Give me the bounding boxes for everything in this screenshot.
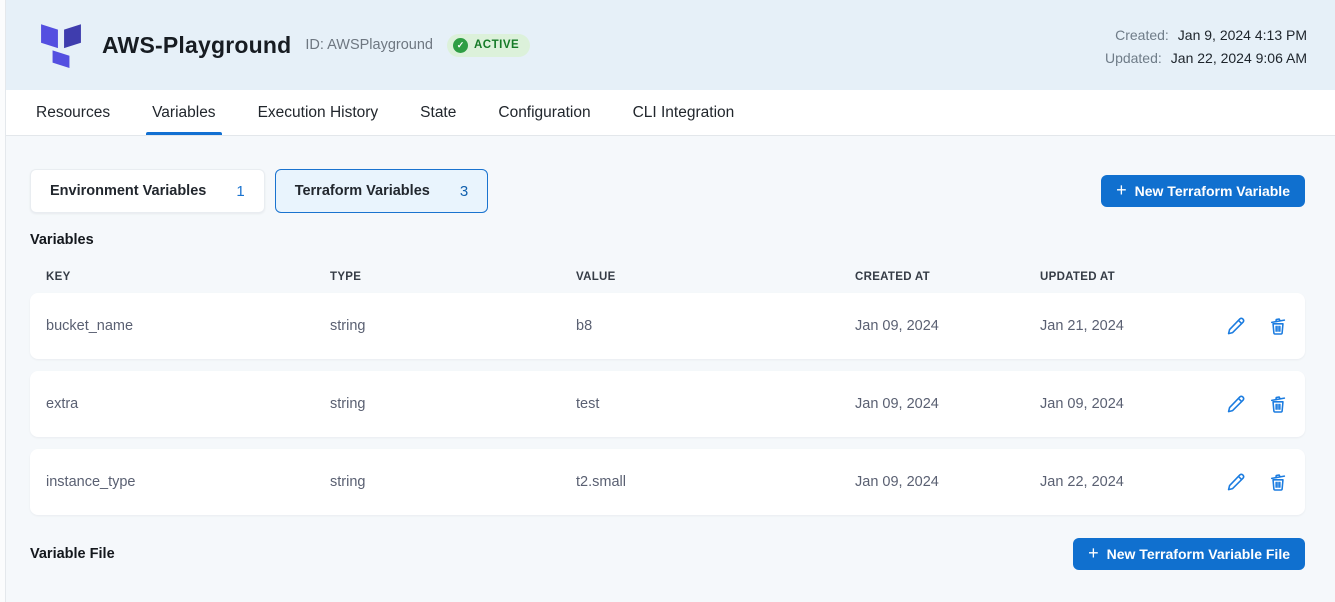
cell-created-at: Jan 09, 2024: [855, 474, 939, 490]
button-label: New Terraform Variable File: [1106, 546, 1290, 562]
trash-icon: [1270, 396, 1286, 413]
plus-icon: +: [1116, 180, 1127, 200]
status-badge: ✓ ACTIVE: [446, 33, 531, 57]
cell-key: extra: [46, 396, 79, 412]
trash-icon: [1270, 318, 1286, 335]
tab-configuration[interactable]: Configuration: [498, 90, 590, 135]
workspace-id: ID: AWSPlayground: [305, 37, 433, 53]
pencil-icon: [1227, 473, 1245, 491]
terraform-logo-icon: [41, 24, 81, 68]
edit-variable-button[interactable]: [1225, 393, 1247, 415]
filter-count-badge: 3: [459, 182, 469, 200]
updated-label: Updated:: [1104, 49, 1162, 66]
button-label: New Terraform Variable: [1134, 183, 1290, 199]
cell-type: string: [330, 474, 366, 490]
cell-key: bucket_name: [46, 318, 134, 334]
edit-variable-button[interactable]: [1225, 471, 1247, 493]
cell-updated-at: Jan 21, 2024: [1040, 318, 1124, 334]
tab-cli-integration[interactable]: CLI Integration: [633, 90, 735, 135]
column-header-type: TYPE: [330, 271, 362, 283]
variables-section-title: Variables: [30, 232, 94, 248]
page-title: AWS-Playground: [102, 31, 292, 58]
row-actions: [1189, 471, 1289, 493]
left-edge-divider: [0, 0, 6, 602]
cell-key: instance_type: [46, 474, 136, 490]
tab-bar: Resources Variables Execution History St…: [0, 90, 1335, 136]
created-value: Jan 9, 2024 4:13 PM: [1177, 26, 1307, 43]
tab-variables[interactable]: Variables: [146, 90, 222, 135]
active-tab-underline: [146, 132, 222, 135]
cell-type: string: [330, 318, 366, 334]
cell-updated-at: Jan 22, 2024: [1040, 474, 1124, 490]
edit-variable-button[interactable]: [1225, 315, 1247, 337]
plus-icon: +: [1088, 543, 1099, 563]
cell-value: test: [576, 396, 600, 412]
variables-table-body: bucket_name string b8 Jan 09, 2024 Jan 2…: [30, 293, 1305, 515]
variable-file-title: Variable File: [30, 546, 115, 562]
pencil-icon: [1227, 317, 1245, 335]
variables-filter-row: Environment Variables 1 Terraform Variab…: [30, 169, 1305, 213]
variables-table-header: KEY TYPE VALUE CREATED AT UPDATED AT: [30, 261, 1305, 293]
filter-environment-variables[interactable]: Environment Variables 1: [30, 169, 265, 213]
created-line: Created: Jan 9, 2024 4:13 PM: [1105, 27, 1307, 43]
table-row-instance-type: instance_type string t2.small Jan 09, 20…: [30, 449, 1305, 515]
table-row-bucket-name: bucket_name string b8 Jan 09, 2024 Jan 2…: [30, 293, 1305, 359]
tab-label: Variables: [152, 103, 216, 121]
column-header-key: KEY: [46, 271, 71, 283]
delete-variable-button[interactable]: [1267, 393, 1289, 415]
header-timestamps: Created: Jan 9, 2024 4:13 PM Updated: Ja…: [1105, 25, 1307, 66]
new-terraform-variable-file-button[interactable]: + New Terraform Variable File: [1073, 538, 1305, 570]
status-label: ACTIVE: [473, 39, 520, 51]
updated-line: Updated: Jan 22, 2024 9:06 AM: [1105, 50, 1307, 66]
cell-updated-at: Jan 09, 2024: [1040, 396, 1124, 412]
filter-label: Terraform Variables: [294, 183, 430, 199]
tab-label: Configuration: [498, 103, 591, 121]
updated-value: Jan 22, 2024 9:06 AM: [1170, 49, 1307, 66]
tab-label: Resources: [36, 103, 111, 121]
column-header-updated-at: UPDATED AT: [1040, 271, 1115, 283]
variable-file-section: Variable File + New Terraform Variable F…: [30, 538, 1305, 570]
delete-variable-button[interactable]: [1267, 471, 1289, 493]
row-actions: [1189, 315, 1289, 337]
filter-count-badge: 1: [236, 182, 245, 200]
new-terraform-variable-button[interactable]: + New Terraform Variable: [1101, 175, 1305, 207]
column-header-value: VALUE: [576, 271, 616, 283]
tab-label: Execution History: [257, 103, 379, 121]
tab-label: State: [420, 103, 457, 121]
main-content: Environment Variables 1 Terraform Variab…: [0, 136, 1335, 570]
delete-variable-button[interactable]: [1267, 315, 1289, 337]
table-row-extra: extra string test Jan 09, 2024 Jan 09, 2…: [30, 371, 1305, 437]
tab-state[interactable]: State: [420, 90, 456, 135]
tab-label: CLI Integration: [632, 103, 735, 121]
tab-execution-history[interactable]: Execution History: [258, 90, 379, 135]
check-circle-icon: ✓: [452, 37, 468, 53]
cell-created-at: Jan 09, 2024: [855, 318, 939, 334]
column-header-created-at: CREATED AT: [855, 271, 930, 283]
pencil-icon: [1227, 395, 1245, 413]
tab-resources[interactable]: Resources: [36, 90, 110, 135]
cell-value: b8: [576, 318, 593, 334]
filter-label: Environment Variables: [50, 183, 207, 199]
created-label: Created:: [1115, 26, 1169, 43]
cell-type: string: [330, 396, 366, 412]
trash-icon: [1270, 474, 1286, 491]
cell-value: t2.small: [576, 474, 626, 490]
cell-created-at: Jan 09, 2024: [855, 396, 939, 412]
row-actions: [1189, 393, 1289, 415]
workspace-header: AWS-Playground ID: AWSPlayground ✓ ACTIV…: [0, 0, 1335, 90]
filter-terraform-variables[interactable]: Terraform Variables 3: [274, 169, 489, 213]
